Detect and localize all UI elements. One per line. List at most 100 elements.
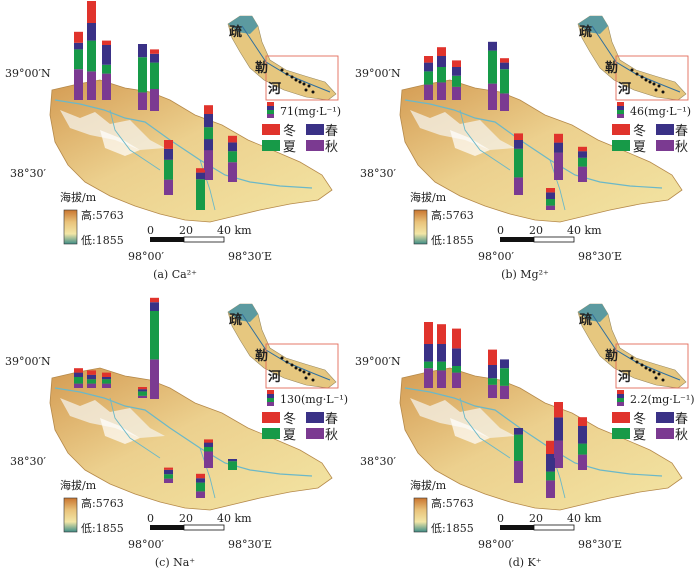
river-tributary (109, 397, 161, 459)
station-bar-winter (150, 297, 159, 303)
inset-station-dot (307, 372, 311, 376)
station-bar-summer (437, 67, 446, 83)
station-bar-autumn (204, 457, 213, 468)
station-bar-autumn (196, 491, 205, 498)
inset-station-dot (654, 88, 658, 92)
station-bar-summer (204, 127, 213, 150)
inset-station-dot (640, 363, 644, 367)
season-label-winter: 冬 (633, 124, 647, 139)
lat-label-south: 38°30′ (10, 167, 46, 180)
station-bar-summer (87, 40, 96, 72)
inset-station-dot (280, 356, 284, 360)
inset-station-dot (661, 90, 665, 94)
station-bar-autumn (138, 395, 147, 398)
scale-label-20: 20 (529, 224, 543, 237)
station-bar-summer (452, 75, 461, 87)
station-bar-summer (578, 443, 587, 455)
season-swatch-spring (656, 124, 674, 135)
station-bar-spring (102, 377, 111, 380)
station-bar-spring (488, 365, 497, 379)
scale-label-40: 40 km (217, 512, 252, 525)
station-bar-autumn (437, 82, 446, 100)
station-bar-winter (546, 188, 555, 193)
station-bar-summer (424, 361, 433, 369)
reference-bar-autumn (267, 114, 274, 118)
season-swatch-summer (612, 140, 630, 151)
station-bar-summer (228, 151, 237, 163)
glacier-area (60, 398, 165, 438)
station-bar-autumn (228, 162, 237, 182)
season-label-summer: 夏 (633, 140, 647, 155)
panel-caption: (b) Mg²⁺ (501, 268, 549, 281)
station-bar-winter (514, 133, 523, 140)
lon-label-west: 98°00′ (478, 250, 514, 263)
scale-label-0: 0 (147, 224, 154, 237)
inset-river (241, 25, 331, 93)
station-bar-winter (87, 1, 96, 23)
inset-station-dot (657, 372, 661, 376)
season-label-winter: 冬 (283, 124, 297, 139)
lat-label-south: 38°30′ (360, 455, 396, 468)
station-bar-summer (150, 62, 159, 89)
station-bar-summer (74, 49, 83, 70)
lat-label-south: 38°30′ (10, 455, 46, 468)
scale-label-0: 0 (497, 224, 504, 237)
station-bar-autumn (437, 370, 446, 388)
station-bar-spring (74, 42, 83, 50)
lat-label-north: 39°00′N (5, 67, 51, 80)
elevation-legend-bar (413, 497, 428, 533)
reference-bar-spring (267, 394, 274, 398)
scale-label-20: 20 (529, 512, 543, 525)
station-bar-winter (164, 467, 173, 470)
inset-station-dot (302, 370, 306, 374)
inset-station-dot (290, 75, 294, 79)
inset-station-dot (294, 78, 298, 82)
season-swatch-winter (612, 124, 630, 135)
lat-label-north: 39°00′N (355, 67, 401, 80)
station-bar-summer (514, 434, 523, 461)
station-bar-winter (452, 60, 461, 67)
station-bar-autumn (500, 385, 509, 399)
station-bar-summer (424, 71, 433, 85)
river-tributary (199, 447, 216, 499)
scale-bar-white (533, 524, 575, 531)
lon-label-east: 98°30′E (578, 538, 623, 551)
station-bar-autumn (488, 83, 497, 110)
elevation-low-label: 低:1855 (81, 234, 124, 247)
glacier-area (410, 110, 515, 150)
station-bar-autumn (514, 177, 523, 195)
unit-label: 71(mg·L⁻¹) (280, 105, 342, 118)
inset-river (591, 25, 681, 93)
elevation-legend-title: 海拔/m (410, 479, 447, 492)
inset-extent-box (615, 343, 689, 389)
inset-char-shu: 疏 (229, 25, 243, 40)
season-swatch-spring (306, 412, 324, 423)
station-bar-autumn (74, 69, 83, 100)
station-bar-winter (578, 417, 587, 426)
reference-bar-summer (267, 398, 274, 402)
map-panel-k: 39°00′N 38°30′ 98°00′ 98°30′E (d) K⁺ 2.2… (350, 288, 700, 575)
inset-station-dot (630, 356, 634, 360)
scale-label-20: 20 (179, 512, 193, 525)
season-swatch-autumn (656, 428, 674, 439)
map-canvas (399, 303, 689, 533)
inset-station-dot (304, 376, 308, 380)
scale-label-40: 40 km (217, 224, 252, 237)
station-bar-autumn (578, 454, 587, 470)
station-bar-winter (204, 105, 213, 114)
station-bar-spring (228, 142, 237, 152)
station-bar-winter (74, 368, 83, 373)
elevation-legend-title: 海拔/m (60, 479, 97, 492)
scale-label-40: 40 km (567, 224, 602, 237)
station-bar-winter (424, 56, 433, 63)
station-bar-spring (74, 372, 83, 377)
inset-station-dot (644, 366, 648, 370)
reference-bar-spring (617, 106, 624, 110)
map-canvas (399, 15, 689, 245)
inset-station-dot (648, 80, 652, 84)
season-label-autumn: 秋 (675, 428, 689, 443)
inset-char-le: 勒 (605, 61, 619, 76)
station-bar-summer (138, 57, 147, 93)
station-bar-spring (514, 140, 523, 149)
inset-station-dot (644, 78, 648, 82)
